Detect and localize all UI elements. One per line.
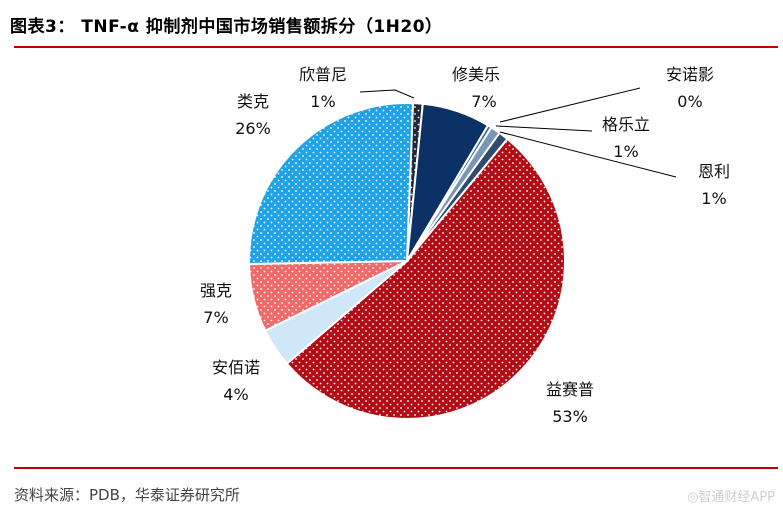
slice-value-label: 1%	[701, 189, 726, 208]
slice-value-label: 1%	[310, 92, 335, 111]
slice-value-label: 26%	[235, 119, 271, 138]
footer-divider	[14, 467, 778, 469]
slice-value-label: 7%	[471, 92, 496, 111]
slice-value-label: 53%	[552, 407, 588, 426]
source-note: 资料来源：PDB，华泰证券研究所	[14, 486, 240, 504]
pie-slice-pattern-8	[249, 102, 413, 264]
leader-line-0	[359, 89, 415, 99]
slice-name-label: 安诺影	[666, 65, 714, 84]
slice-value-label: 0%	[677, 92, 702, 111]
slice-name-label: 欣普尼	[299, 65, 347, 84]
slice-name-label: 修美乐	[452, 65, 500, 84]
slice-name-label: 类克	[237, 92, 269, 111]
slice-name-label: 益赛普	[546, 380, 594, 399]
watermark: ◎智通财经APP	[687, 490, 775, 505]
slice-name-label: 安佰诺	[212, 358, 260, 377]
chart-title: 图表3： TNF-α 抑制剂中国市场销售额拆分（1H20）	[10, 17, 443, 37]
slice-value-label: 7%	[203, 308, 228, 327]
slice-name-label: 强克	[200, 281, 232, 300]
slice-name-label: 格乐立	[602, 115, 650, 134]
slice-value-label: 1%	[613, 142, 638, 161]
leader-line-3	[495, 125, 593, 132]
slice-value-label: 4%	[223, 385, 248, 404]
slice-name-label: 恩利	[698, 162, 730, 181]
pie-slice-pattern-5	[286, 139, 565, 419]
title-divider	[14, 46, 778, 48]
leader-line-4	[499, 131, 677, 178]
pie-slice-pattern-7	[249, 261, 407, 331]
leader-line-2	[499, 87, 641, 123]
